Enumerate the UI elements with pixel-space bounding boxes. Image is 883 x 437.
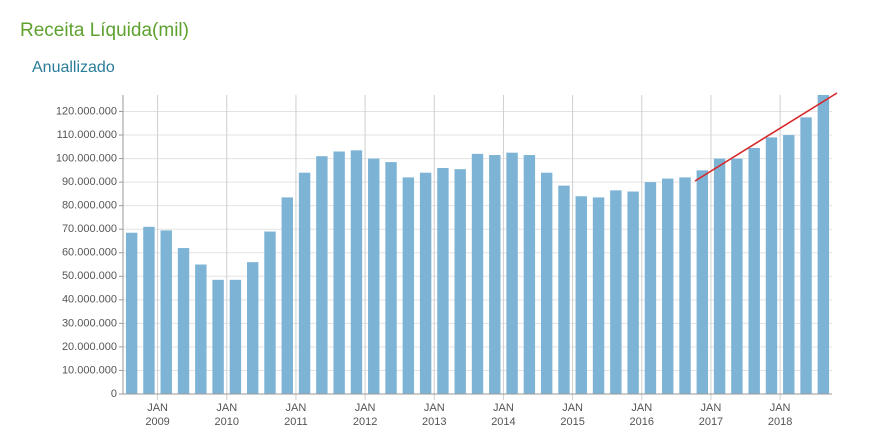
bar xyxy=(125,232,138,394)
bar xyxy=(402,177,415,394)
bar xyxy=(385,162,397,394)
bar xyxy=(644,182,657,394)
bar xyxy=(454,169,466,394)
bar xyxy=(713,158,726,394)
bar xyxy=(800,117,812,394)
x-tick-label: JAN 2013 xyxy=(422,402,446,428)
plot-area: 0 10.000.000 20.000.000 30.000.000 40.000.00… xyxy=(56,95,832,428)
y-tick-label: 80.000.000 xyxy=(62,200,117,212)
y-tick-label: 30.000.000 xyxy=(62,317,117,329)
bar xyxy=(731,158,743,394)
bar xyxy=(246,262,259,394)
bar xyxy=(679,177,691,394)
x-tick-label: JAN 2016 xyxy=(630,402,654,428)
y-tick-label: 10.000.000 xyxy=(62,364,117,376)
x-tick-label: JAN 2017 xyxy=(699,402,723,428)
x-tick-label: JAN 2011 xyxy=(284,402,308,428)
bar xyxy=(333,151,345,394)
y-tick-label: 120.000.000 xyxy=(56,105,117,117)
bar xyxy=(350,150,363,394)
bar xyxy=(783,135,795,394)
bar xyxy=(229,279,242,394)
chart-subtitle: Anuallizado xyxy=(32,59,115,76)
bar xyxy=(558,185,570,394)
y-tick-label: 20.000.000 xyxy=(62,341,117,353)
bar xyxy=(627,191,639,394)
bar xyxy=(765,137,778,394)
trend-line xyxy=(694,92,838,182)
bar xyxy=(817,95,830,394)
bar xyxy=(281,197,293,394)
bar xyxy=(437,167,449,394)
bar xyxy=(575,196,587,394)
y-tick-label: 60.000.000 xyxy=(62,247,117,259)
bar xyxy=(489,155,501,394)
bar xyxy=(195,264,207,394)
y-tick-label: 90.000.000 xyxy=(62,176,117,188)
y-tick-label: 40.000.000 xyxy=(62,294,117,306)
chart-title: Receita Líquida(mil) xyxy=(20,20,189,41)
bar xyxy=(316,156,328,394)
y-tick-label: 100.000.000 xyxy=(56,152,117,164)
bar xyxy=(610,190,622,394)
bar xyxy=(662,178,674,394)
bar xyxy=(143,226,155,394)
bar xyxy=(368,158,380,394)
bar xyxy=(523,155,536,394)
x-tick-label: JAN 2014 xyxy=(491,402,515,428)
bar xyxy=(419,172,432,394)
y-tick-label: 70.000.000 xyxy=(62,223,117,235)
bar xyxy=(264,231,276,394)
x-tick-label: JAN 2015 xyxy=(560,402,584,428)
y-tick-label: 110.000.000 xyxy=(57,129,117,141)
x-tick-label: JAN 2012 xyxy=(353,402,377,428)
bar xyxy=(696,170,709,394)
y-tick-label: 50.000.000 xyxy=(62,270,117,282)
x-tick-label: JAN 2009 xyxy=(145,402,169,428)
bar xyxy=(506,152,518,394)
bar xyxy=(160,230,172,394)
bar xyxy=(177,248,190,394)
y-tick-label: 0 xyxy=(111,388,117,400)
bar xyxy=(592,197,605,394)
x-tick-label: JAN 2018 xyxy=(768,402,792,428)
bar xyxy=(471,153,484,394)
bar xyxy=(748,147,760,394)
bar xyxy=(212,279,224,394)
bar xyxy=(540,172,553,394)
x-tick-label: JAN 2010 xyxy=(215,402,239,428)
bar xyxy=(298,172,311,394)
